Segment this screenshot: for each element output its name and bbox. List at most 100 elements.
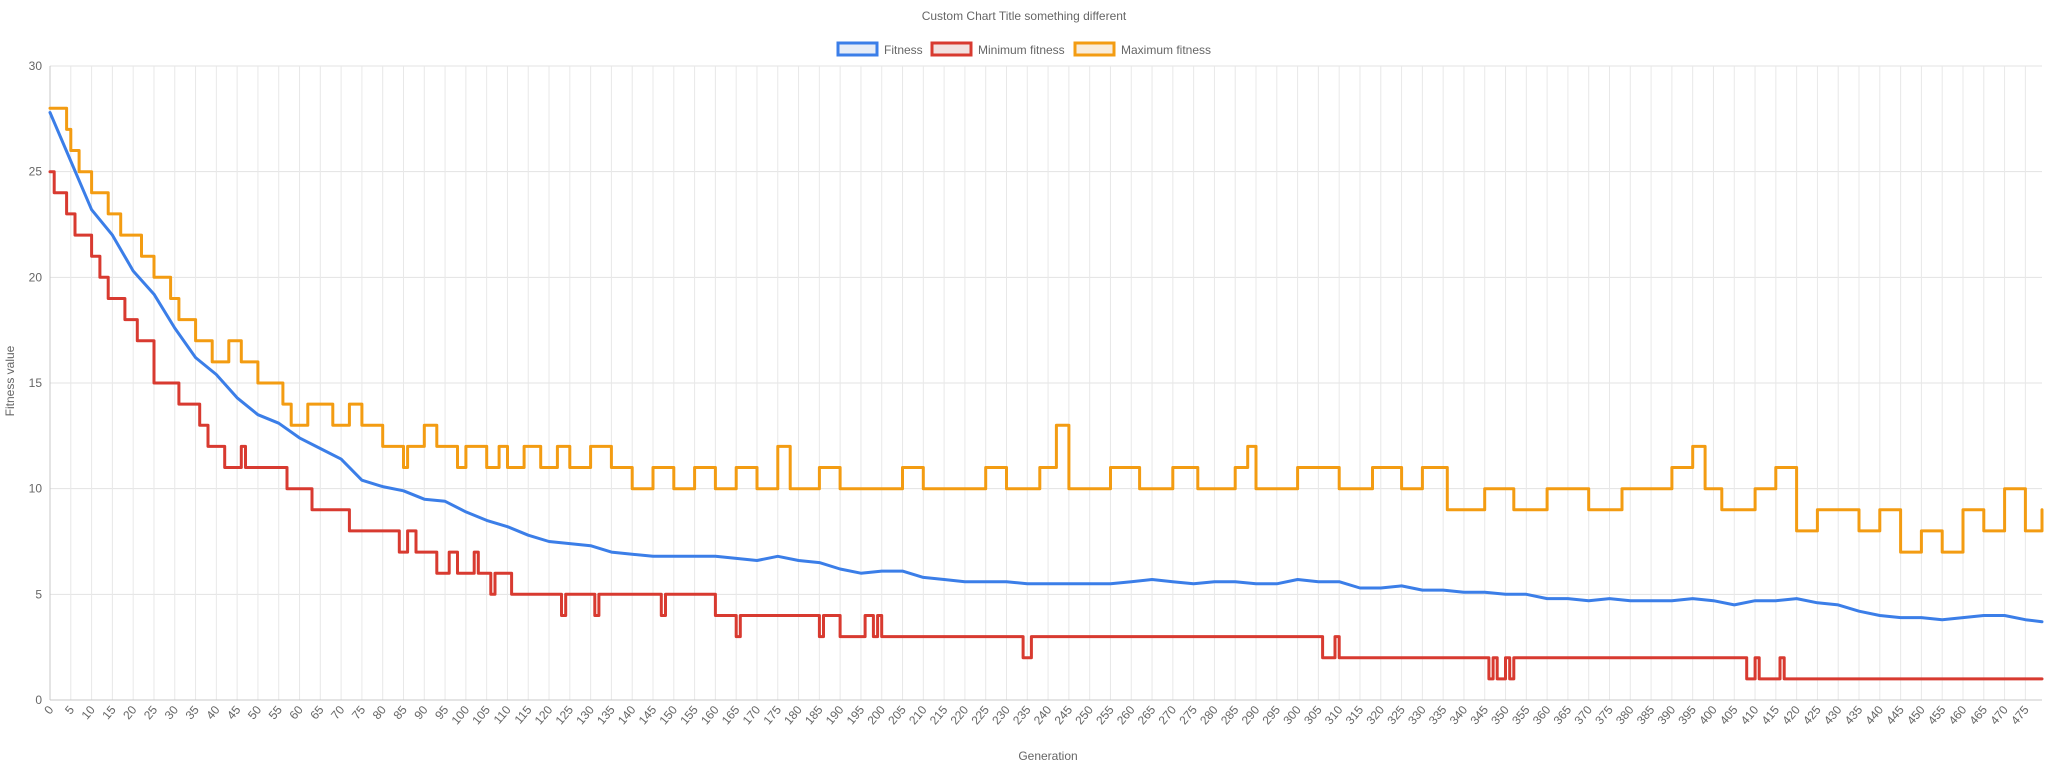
legend-item-maximum-fitness[interactable]: Maximum fitness [1073,41,1211,57]
x-tick-label: 280 [1197,703,1221,728]
x-tick-label: 120 [532,703,556,728]
x-tick-label: 425 [1800,703,1824,728]
x-tick-label: 250 [1072,703,1096,728]
x-tick-label: 160 [698,703,722,728]
x-tick-label: 50 [245,703,265,722]
x-tick-label: 20 [120,703,140,722]
x-tick-label: 115 [512,703,535,727]
x-tick-label: 150 [656,703,680,728]
x-tick-label: 340 [1447,703,1471,728]
legend-label-minimum-fitness: Minimum fitness [978,43,1065,57]
x-tick-label: 105 [469,703,493,728]
y-axis-ticks: 0 5 10 15 20 25 30 [29,59,43,707]
x-tick-label: 325 [1384,703,1408,728]
x-tick-label: 235 [1010,703,1034,728]
x-tick-label: 145 [636,703,660,728]
x-tick-label: 270 [1156,703,1180,728]
x-tick-label: 460 [1946,703,1970,728]
x-tick-label: 310 [1322,703,1346,728]
x-tick-label: 25 [141,703,161,722]
x-tick-label: 165 [719,703,743,728]
legend-swatch-minimum-fitness [930,41,973,57]
x-tick-label: 245 [1052,703,1076,728]
maximum-fitness-line[interactable] [48,106,2044,554]
x-axis-label: Generation [1018,749,1077,763]
x-tick-label: 10 [79,703,99,722]
grid [49,65,2042,701]
y-tick-label: 25 [29,165,43,179]
x-tick-label: 415 [1759,703,1783,728]
x-tick-label: 450 [1904,703,1928,728]
x-tick-label: 410 [1738,703,1762,728]
x-tick-label: 200 [864,703,888,728]
x-tick-label: 190 [823,703,847,728]
x-tick-label: 420 [1779,703,1803,728]
x-tick-label: 90 [411,703,431,722]
x-tick-label: 70 [328,703,348,722]
x-tick-label: 0 [41,703,56,717]
x-tick-label: 445 [1883,703,1907,728]
x-tick-label: 195 [844,703,868,728]
x-tick-label: 265 [1135,703,1159,728]
legend-swatch-fitness [836,41,879,57]
x-tick-label: 60 [287,703,307,722]
x-tick-label: 80 [370,703,390,722]
x-tick-label: 390 [1655,703,1679,728]
x-tick-label: 140 [615,703,639,728]
x-tick-label: 30 [162,703,182,722]
x-tick-label: 365 [1551,703,1575,728]
x-tick-label: 135 [594,703,618,728]
x-tick-label: 15 [99,703,119,722]
x-tick-label: 395 [1675,703,1699,728]
x-tick-label: 5 [62,703,77,717]
x-tick-label: 475 [2008,703,2032,728]
x-tick-label: 35 [183,703,203,722]
x-tick-label: 225 [968,703,992,728]
x-tick-label: 315 [1343,703,1367,728]
x-tick-label: 345 [1467,703,1491,728]
x-tick-label: 240 [1031,703,1055,728]
x-tick-label: 400 [1696,703,1720,728]
series-lines [48,106,2044,681]
x-tick-label: 435 [1842,703,1866,728]
y-tick-label: 30 [29,59,43,73]
x-tick-label: 465 [1966,703,1990,728]
x-tick-label: 430 [1821,703,1845,728]
legend-item-fitness[interactable]: Fitness [836,41,923,57]
x-tick-label: 255 [1093,703,1117,728]
x-tick-label: 440 [1863,703,1887,728]
x-tick-label: 375 [1592,703,1616,728]
y-axis-label: Fitness value [3,345,17,416]
x-tick-label: 260 [1114,703,1138,728]
y-tick-label: 20 [29,270,43,284]
fitness-line[interactable] [48,111,2044,624]
x-tick-label: 210 [906,703,930,728]
x-tick-label: 380 [1613,703,1637,728]
x-tick-label: 295 [1260,703,1284,728]
x-axis-ticks: 0 5 10 15 20 25 30 35 40 45 50 55 60 65 70 75 80 85 90 9510… [41,703,2032,728]
y-tick-label: 5 [35,587,42,601]
x-tick-label: 155 [677,703,701,728]
legend-swatch-maximum-fitness [1073,41,1116,57]
y-tick-label: 10 [29,482,43,496]
x-tick-label: 230 [989,703,1013,728]
x-tick-label: 320 [1363,703,1387,728]
x-tick-label: 305 [1301,703,1325,728]
x-tick-label: 470 [1987,703,2011,728]
x-tick-label: 360 [1530,703,1554,728]
x-tick-label: 205 [885,703,909,728]
x-tick-label: 290 [1239,703,1263,728]
x-tick-label: 175 [760,703,784,728]
x-tick-label: 330 [1405,703,1429,728]
x-tick-label: 385 [1634,703,1658,728]
x-tick-label: 100 [449,703,473,728]
x-tick-label: 180 [781,703,805,728]
legend-label-maximum-fitness: Maximum fitness [1121,43,1211,57]
x-tick-label: 75 [349,703,369,722]
x-tick-label: 350 [1488,703,1512,728]
minimum-fitness-line[interactable] [48,170,2044,681]
legend-item-minimum-fitness[interactable]: Minimum fitness [930,41,1065,57]
x-tick-label: 405 [1717,703,1741,728]
x-tick-label: 335 [1426,703,1450,728]
